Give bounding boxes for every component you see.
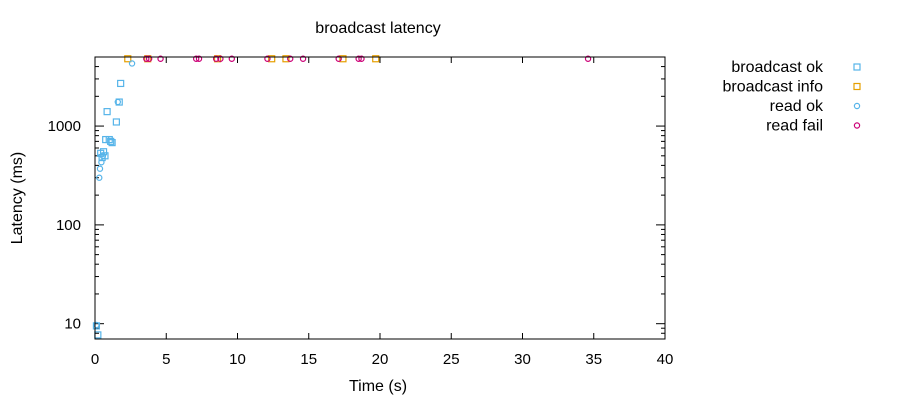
- point-read-fail: [335, 55, 342, 62]
- point-read-fail: [264, 55, 271, 62]
- x-tick-label: 20: [372, 351, 389, 368]
- axis-ticks: 0 5 10 15 20 25 30 35 40 10 100 1000: [48, 56, 674, 368]
- point-read-fail: [358, 55, 365, 62]
- point-read-ok: [98, 159, 105, 166]
- series-broadcast-info: [124, 55, 380, 63]
- legend-marker-broadcast-info: [853, 82, 861, 91]
- x-tick-label: 30: [514, 351, 531, 368]
- legend: broadcast ok broadcast info read ok read fa…: [722, 59, 861, 135]
- point-read-fail: [217, 55, 224, 62]
- point-read-fail: [355, 55, 362, 62]
- legend-marker-read-ok: [853, 102, 861, 110]
- point-broadcast-ok: [108, 139, 116, 147]
- series-read-fail: [143, 55, 592, 62]
- legend-marker-broadcast-ok: [853, 63, 861, 71]
- point-broadcast-ok: [101, 152, 109, 160]
- point-broadcast-info: [372, 55, 380, 63]
- x-tick-label: 25: [443, 351, 460, 368]
- point-broadcast-ok: [117, 79, 125, 88]
- point-read-ok: [96, 165, 104, 172]
- point-broadcast-ok: [112, 118, 120, 126]
- chart-title: broadcast latency: [315, 20, 440, 37]
- point-read-fail: [192, 55, 200, 62]
- point-read-ok: [93, 321, 100, 329]
- x-tick-label: 35: [585, 351, 602, 368]
- point-read-fail: [143, 55, 150, 62]
- y-tick-label: 1000: [48, 118, 81, 135]
- legend-marker-read-fail: [853, 122, 861, 129]
- plot-frame: [94, 56, 666, 340]
- point-read-ok: [128, 60, 136, 67]
- y-tick-label: 10: [64, 316, 81, 333]
- point-broadcast-ok: [115, 98, 123, 106]
- legend-label-read-ok: read ok: [770, 98, 824, 115]
- point-read-fail: [157, 55, 164, 62]
- point-broadcast-ok: [107, 137, 115, 145]
- point-read-ok: [99, 152, 107, 160]
- point-read-fail: [228, 55, 235, 62]
- x-tick-label: 15: [300, 351, 317, 368]
- point-broadcast-info: [144, 55, 152, 63]
- point-broadcast-ok: [99, 148, 108, 156]
- legend-label-broadcast-ok: broadcast ok: [731, 59, 824, 76]
- x-tick-label: 10: [229, 351, 246, 368]
- point-read-fail: [299, 55, 307, 62]
- point-read-fail: [287, 55, 294, 62]
- x-axis-title: Time (s): [349, 378, 407, 395]
- point-broadcast-info: [268, 55, 276, 63]
- point-broadcast-info: [213, 55, 222, 63]
- series-broadcast-ok: [92, 79, 125, 339]
- point-read-fail: [145, 55, 153, 62]
- legend-label-broadcast-info: broadcast info: [722, 79, 823, 96]
- point-read-fail: [195, 55, 203, 62]
- x-tick-label: 40: [657, 351, 674, 368]
- x-tick-label: 0: [91, 351, 99, 368]
- point-broadcast-info: [124, 55, 132, 63]
- series-read-ok: [93, 60, 136, 329]
- data-points: [92, 55, 592, 339]
- point-read-fail: [212, 55, 220, 62]
- y-tick-label: 100: [56, 217, 81, 234]
- point-read-ok: [96, 174, 103, 181]
- point-read-fail: [584, 55, 592, 62]
- point-broadcast-info: [339, 55, 347, 63]
- point-read-ok: [114, 98, 122, 106]
- point-broadcast-ok: [103, 108, 111, 116]
- x-tick-label: 5: [162, 351, 170, 368]
- legend-label-read-fail: read fail: [766, 118, 823, 135]
- point-broadcast-info: [282, 55, 290, 63]
- y-axis-title: Latency (ms): [9, 152, 26, 244]
